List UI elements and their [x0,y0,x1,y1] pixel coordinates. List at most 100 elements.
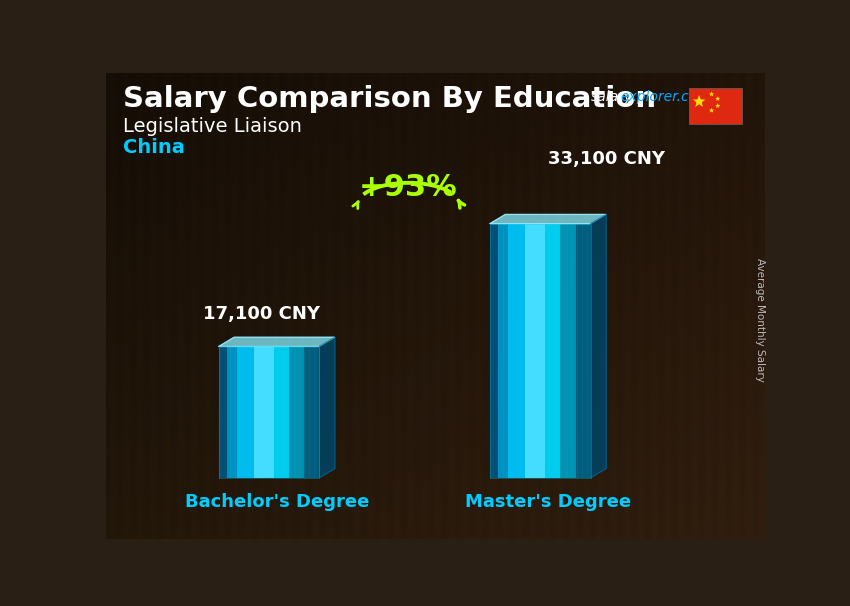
Bar [505,224,507,478]
Bar [532,224,534,478]
Bar [536,224,537,478]
Bar [498,224,501,478]
Text: Master's Degree: Master's Degree [465,493,631,511]
Bar [267,347,269,478]
Bar [558,224,561,478]
Bar [555,224,558,478]
Bar [266,347,268,478]
Bar [299,347,301,478]
Bar [227,347,230,478]
Polygon shape [709,92,714,96]
Bar [562,224,564,478]
Bar [525,224,527,478]
Bar [249,347,251,478]
Bar [520,224,522,478]
Polygon shape [715,103,720,108]
Polygon shape [591,215,606,478]
Bar [239,347,241,478]
Bar [309,347,311,478]
Bar [306,347,308,478]
Bar [508,224,510,478]
Bar [224,347,226,478]
Bar [547,224,549,478]
Bar [251,347,252,478]
Bar [298,347,299,478]
Bar [274,347,276,478]
Bar [220,347,223,478]
Bar [495,224,497,478]
Polygon shape [715,96,720,101]
Bar [272,347,275,478]
Bar [522,224,524,478]
Bar [550,224,552,478]
Bar [270,347,273,478]
Bar [261,347,263,478]
Bar [507,224,509,478]
Bar [552,224,554,478]
Bar [570,224,573,478]
Bar [517,224,518,478]
Bar [311,347,313,478]
Bar [548,224,551,478]
Bar [313,347,314,478]
Bar [218,347,221,478]
Bar [544,224,546,478]
Text: salary: salary [591,90,632,104]
Polygon shape [320,337,335,478]
Bar [241,347,242,478]
Bar [264,347,266,478]
Bar [291,347,293,478]
Bar [229,347,230,478]
Polygon shape [693,95,706,107]
Bar [259,347,261,478]
Bar [287,347,290,478]
Bar [512,224,513,478]
Bar [560,224,563,478]
Text: +93%: +93% [359,173,458,202]
Bar [496,224,499,478]
Bar [503,224,506,478]
Bar [500,224,502,478]
Bar [539,224,541,478]
Bar [242,347,244,478]
Bar [567,224,570,478]
Bar [256,347,258,478]
Bar [574,224,576,478]
Bar [537,224,539,478]
Bar [263,347,264,478]
Bar [490,224,492,478]
Bar [513,224,515,478]
Bar [308,347,309,478]
Bar [235,347,237,478]
Bar [527,224,529,478]
Text: Salary Comparison By Education: Salary Comparison By Education [123,85,656,113]
Text: Average Monthly Salary: Average Monthly Salary [755,258,764,382]
Bar [565,224,568,478]
Bar [286,347,288,478]
Bar [577,224,579,478]
Bar [303,347,304,478]
Bar [586,224,587,478]
Bar [230,347,232,478]
Bar [542,224,544,478]
Bar [304,347,306,478]
Bar [247,347,249,478]
Bar [292,347,295,478]
Bar [289,347,292,478]
Bar [493,224,496,478]
Bar [318,347,320,478]
Bar [510,224,512,478]
Text: 33,100 CNY: 33,100 CNY [547,150,665,168]
Bar [534,224,536,478]
Bar [557,224,559,478]
Bar [258,347,259,478]
Polygon shape [709,108,714,113]
Polygon shape [490,215,606,224]
Bar [579,224,581,478]
Bar [252,347,254,478]
Text: Bachelor's Degree: Bachelor's Degree [184,493,369,511]
Bar [582,224,584,478]
Polygon shape [218,337,335,347]
Bar [296,347,298,478]
Bar [491,224,494,478]
